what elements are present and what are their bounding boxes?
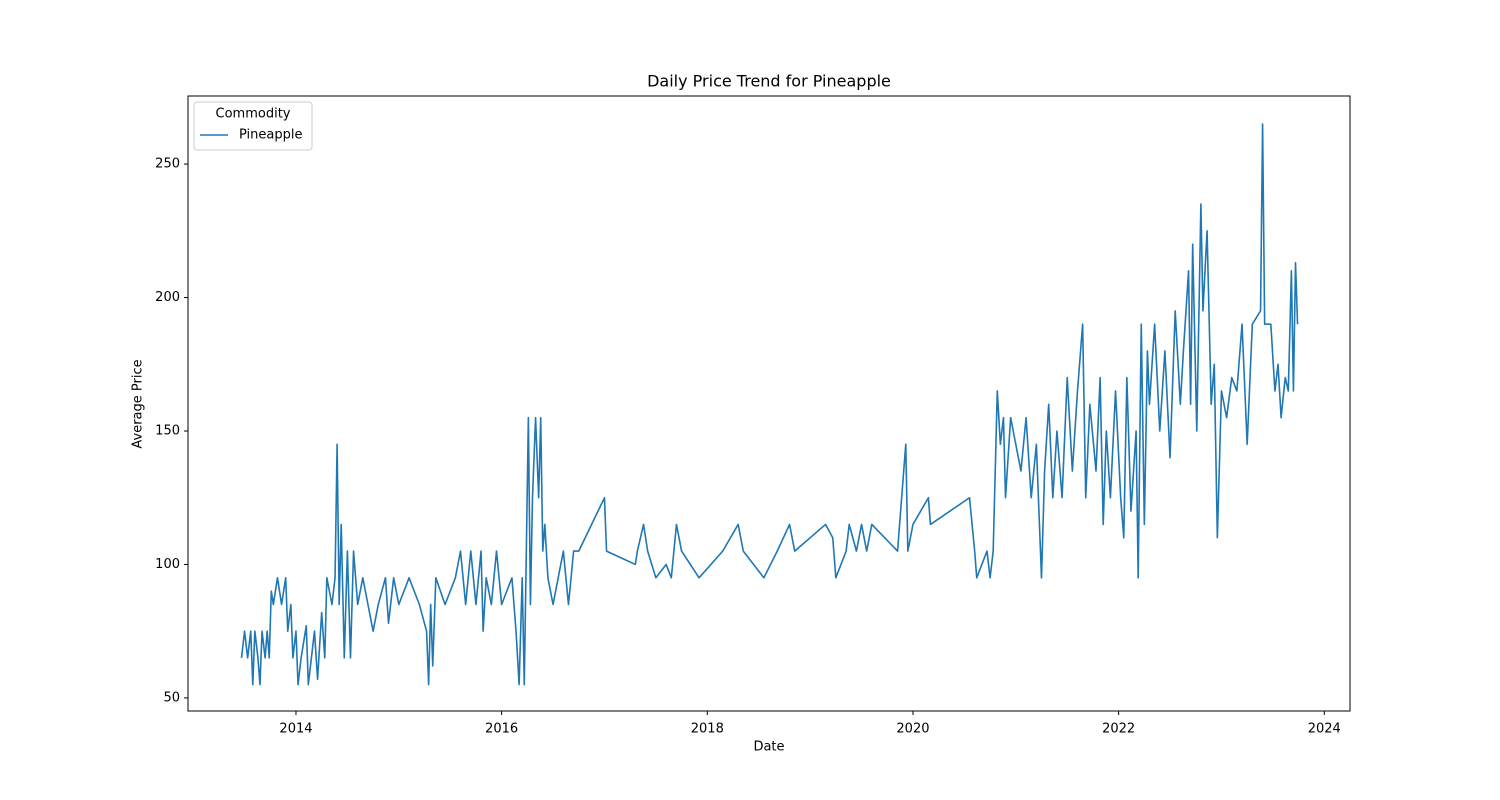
legend-box: [193, 101, 313, 151]
legend: Commodity Pineapple: [193, 101, 313, 151]
y-tick-label: 200: [155, 290, 180, 305]
x-tick-label: 2024: [1308, 722, 1341, 737]
x-axis-label: Date: [753, 740, 784, 755]
y-tick-label: 100: [155, 557, 180, 572]
axes-frame: [187, 95, 1351, 712]
y-tick-label: 250: [155, 157, 180, 172]
x-tick-label: 2014: [279, 722, 312, 737]
x-tick-label: 2022: [1102, 722, 1135, 737]
legend-title: Commodity: [216, 107, 291, 122]
series-line: [240, 123, 1299, 686]
x-tick-label: 2018: [691, 722, 724, 737]
chart-title: Daily Price Trend for Pineapple: [647, 72, 891, 91]
y-tick-label: 50: [163, 690, 180, 705]
y-tick-label: 150: [155, 423, 180, 438]
y-axis-label: Average Price: [131, 359, 146, 448]
x-tick-label: 2020: [896, 722, 929, 737]
x-tick-label: 2016: [485, 722, 518, 737]
legend-label: Pineapple: [239, 128, 302, 143]
plot-area: 2014 2016 2018 2020 2022 2024 50 100 150 200 250: [155, 123, 1341, 737]
